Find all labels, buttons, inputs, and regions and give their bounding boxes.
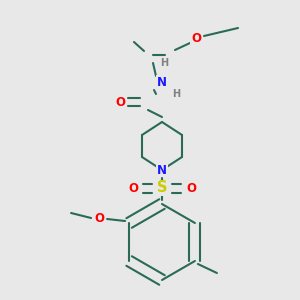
- Text: H: H: [160, 58, 168, 68]
- Text: O: O: [94, 212, 104, 224]
- Text: N: N: [157, 76, 167, 88]
- Text: O: O: [191, 32, 201, 44]
- Text: O: O: [128, 182, 138, 194]
- Text: S: S: [157, 181, 167, 196]
- Text: O: O: [115, 95, 125, 109]
- Text: O: O: [186, 182, 196, 194]
- Text: H: H: [172, 89, 180, 99]
- Text: N: N: [157, 164, 167, 176]
